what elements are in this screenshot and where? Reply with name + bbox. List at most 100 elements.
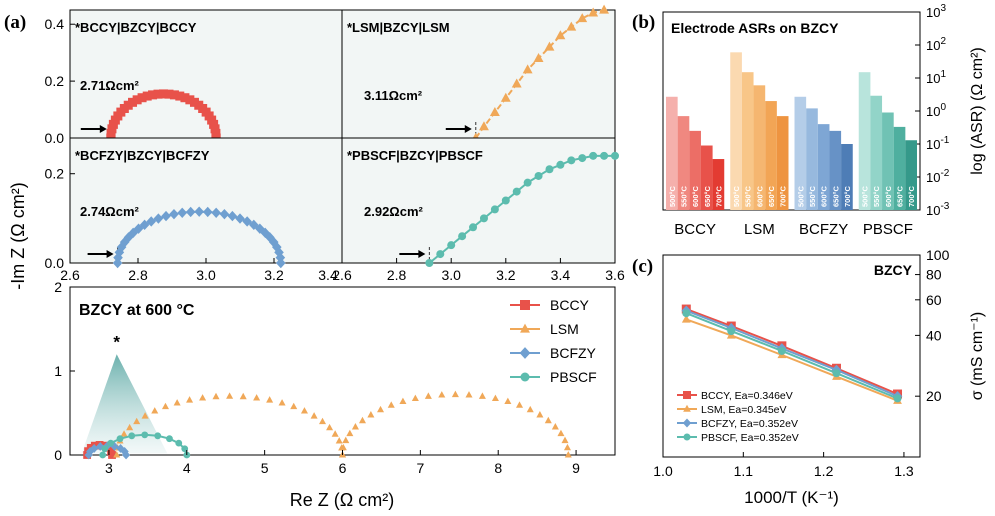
legend-marker	[683, 391, 691, 399]
data-point	[777, 346, 786, 355]
xtick-label: 3	[105, 460, 113, 476]
data-point	[239, 392, 247, 400]
data-point	[141, 431, 149, 439]
bar-temp-label: 600°C	[820, 185, 829, 207]
bar	[753, 85, 766, 210]
ytick-label: 0.2	[45, 73, 65, 89]
xtick-label: 3.0	[441, 267, 461, 283]
data-point	[186, 396, 194, 403]
bar-temp-label: 600°C	[884, 185, 893, 207]
xtick-label: 9	[572, 460, 580, 476]
data-point	[120, 430, 128, 437]
ytick-label: 10-2	[926, 168, 950, 185]
data-point	[567, 156, 576, 165]
ytick-label: 102	[926, 36, 946, 53]
data-point	[501, 196, 510, 205]
legend-marker	[683, 404, 691, 412]
data-point	[588, 7, 599, 17]
data-point	[447, 241, 456, 250]
data-point	[832, 369, 841, 378]
data-point	[226, 392, 234, 399]
bar-temp-label: 550°C	[679, 185, 688, 207]
ytick-label: 100	[926, 102, 946, 119]
bar-temp-label: 650°C	[703, 185, 712, 207]
legend-marker	[682, 418, 692, 428]
data-point	[121, 450, 131, 460]
data-point	[479, 121, 489, 131]
subpanel-title: *LSM|BZCY|LSM	[347, 20, 450, 35]
data-point	[438, 391, 446, 398]
ytick-label: 0.2	[45, 166, 65, 182]
data-point	[534, 171, 543, 180]
data-point	[478, 392, 486, 399]
ytick-label: 2	[54, 279, 62, 295]
data-point	[173, 399, 181, 406]
xtick-label: 2.6	[332, 267, 352, 283]
xtick-label: 6	[339, 460, 347, 476]
data-point	[107, 439, 115, 447]
xtick-label: 3.4	[318, 267, 338, 283]
data-point	[272, 241, 282, 253]
bar-temp-label: 700°C	[714, 185, 723, 207]
legend-label: BCFZY, Ea=0.352eV	[701, 418, 798, 430]
subpanel-bccy: *BCCY|BZCY|BCCY 2.71Ωcm²	[69, 9, 343, 143]
data-point	[544, 41, 555, 51]
intercept-arrowhead	[106, 250, 114, 258]
data-point	[367, 411, 375, 418]
data-point	[318, 417, 327, 425]
subpanel-title: *BCCY|BZCY|BCCY	[75, 20, 197, 35]
legend-label: LSM, Ea=0.345eV	[701, 404, 787, 416]
data-point	[116, 241, 127, 253]
bar-temp-label: 500°C	[861, 185, 870, 207]
data-point	[491, 394, 499, 402]
ytick-label: 103	[926, 3, 946, 20]
ytick-label: 101	[926, 69, 946, 86]
data-point	[169, 208, 179, 220]
data-point	[358, 416, 367, 424]
data-point	[682, 309, 691, 318]
subpanel-pbscf: *PBSCF|BZCY|PBSCF 2.92Ωcm²	[341, 137, 619, 267]
data-point	[84, 450, 93, 460]
data-point	[202, 206, 213, 218]
panel-c-ylabel: σ (mS cm⁻¹)	[969, 312, 986, 401]
bar	[741, 72, 754, 210]
intercept-arrowhead	[464, 125, 472, 133]
data-point	[557, 429, 565, 437]
data-point	[500, 92, 511, 102]
xtick-label: 3.4	[551, 267, 571, 283]
bar	[730, 52, 742, 210]
data-point	[512, 187, 521, 196]
data-point	[458, 232, 467, 241]
bar-temp-label: 650°C	[831, 185, 840, 207]
data-point	[533, 52, 544, 62]
data-point	[511, 78, 522, 88]
data-point	[342, 436, 350, 444]
bar	[882, 112, 894, 210]
legend-label: BCCY	[550, 297, 590, 313]
data-point	[185, 206, 196, 218]
data-point	[424, 392, 432, 399]
data-point	[469, 223, 478, 232]
data-point	[265, 232, 275, 243]
data-point	[523, 178, 532, 187]
bar-temp-label: 700°C	[779, 185, 788, 207]
data-point	[290, 402, 298, 410]
data-point	[242, 216, 252, 227]
data-point	[522, 64, 533, 74]
group-label: BCCY	[674, 221, 716, 238]
data-point	[194, 206, 204, 217]
data-point	[278, 399, 286, 406]
xtick-label: 3.2	[264, 267, 284, 283]
bar	[829, 130, 842, 210]
data-point	[516, 401, 524, 408]
legend-marker	[519, 347, 531, 359]
ytick-label: 0	[54, 447, 62, 463]
star-label: *	[113, 332, 120, 351]
data-point	[578, 154, 587, 163]
panel-a-ylabel: -Im Z (Ω cm²)	[8, 182, 28, 289]
data-point	[551, 423, 559, 430]
xtick-label: 3.2	[496, 267, 516, 283]
bar-group-lsm: 500°C 550°C 600°C 650°C 700°C	[730, 52, 789, 210]
panel-c-label: (c)	[632, 256, 653, 277]
bar	[817, 124, 830, 210]
